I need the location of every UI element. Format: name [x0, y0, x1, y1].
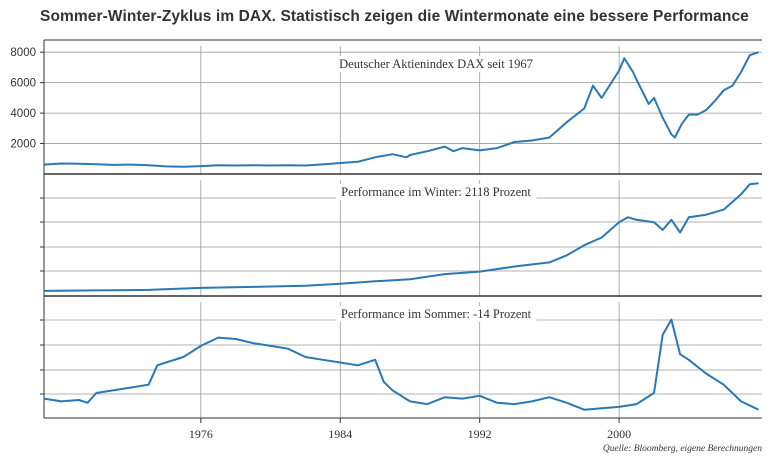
line-layer [43, 51, 759, 411]
x-tick-label: 1976 [189, 427, 213, 441]
y-tick-label: 2000 [10, 139, 36, 151]
panel3-title: Performance im Sommer: -14 Prozent [341, 307, 532, 321]
panel2-title: Performance im Winter: 2118 Prozent [341, 185, 531, 199]
chart-title: Sommer-Winter-Zyklus im DAX. Statistisch… [40, 8, 749, 25]
y-tick-label: 4000 [10, 108, 36, 120]
panel1-title: Deutscher Aktienindex DAX seit 1967 [339, 57, 533, 71]
panel3-series-line [43, 318, 759, 411]
x-tick-label: 2000 [607, 427, 631, 441]
y-tick-label: 6000 [10, 78, 36, 90]
panel3-title-backdrop [335, 306, 537, 322]
panel1-series-line [43, 51, 759, 168]
grid-layer [40, 46, 762, 423]
x-tick-label: 1984 [328, 427, 352, 441]
panel2-series-line [43, 182, 759, 292]
panel1-title-backdrop [334, 56, 538, 72]
label-layer: 2000 4000 6000 8000 Deutscher Aktienindex DA… [10, 47, 631, 441]
y-tick-label: 8000 [10, 47, 36, 59]
panel2-title-backdrop [336, 184, 537, 200]
source-note: Quelle: Bloomberg, eigene Berechnungen [602, 444, 762, 454]
axis-layer [43, 39, 762, 419]
x-tick-label: 1992 [468, 427, 492, 441]
